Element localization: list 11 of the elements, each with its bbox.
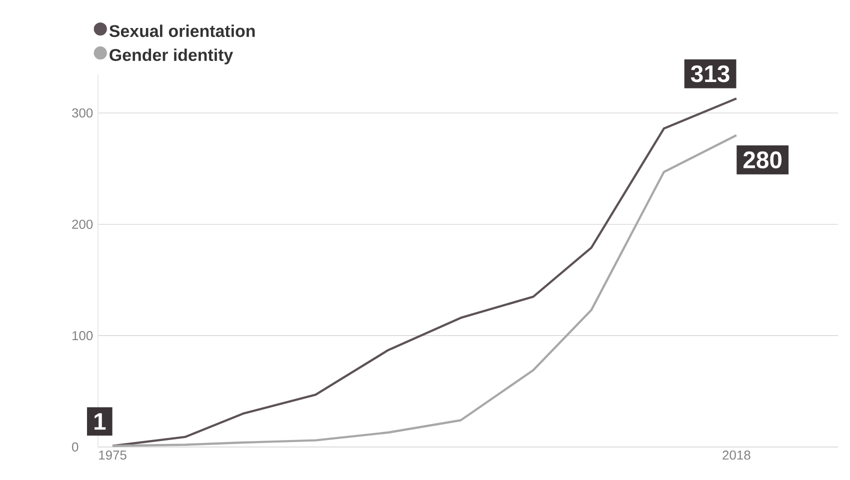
- y-tick-label: 100: [72, 331, 93, 340]
- y-tick-label: 300: [72, 108, 93, 118]
- x-tick-label: 1975: [99, 450, 126, 460]
- data-label: 280: [743, 151, 782, 168]
- y-tick-label: 0: [72, 442, 78, 452]
- legend-label: Sexual orientation: [109, 24, 255, 38]
- data-label: 313: [690, 65, 730, 82]
- y-tick-label: 200: [72, 220, 93, 229]
- data-label: 1: [94, 413, 106, 430]
- legend-label: Gender identity: [110, 48, 234, 64]
- x-tick-label: 2018: [722, 450, 750, 460]
